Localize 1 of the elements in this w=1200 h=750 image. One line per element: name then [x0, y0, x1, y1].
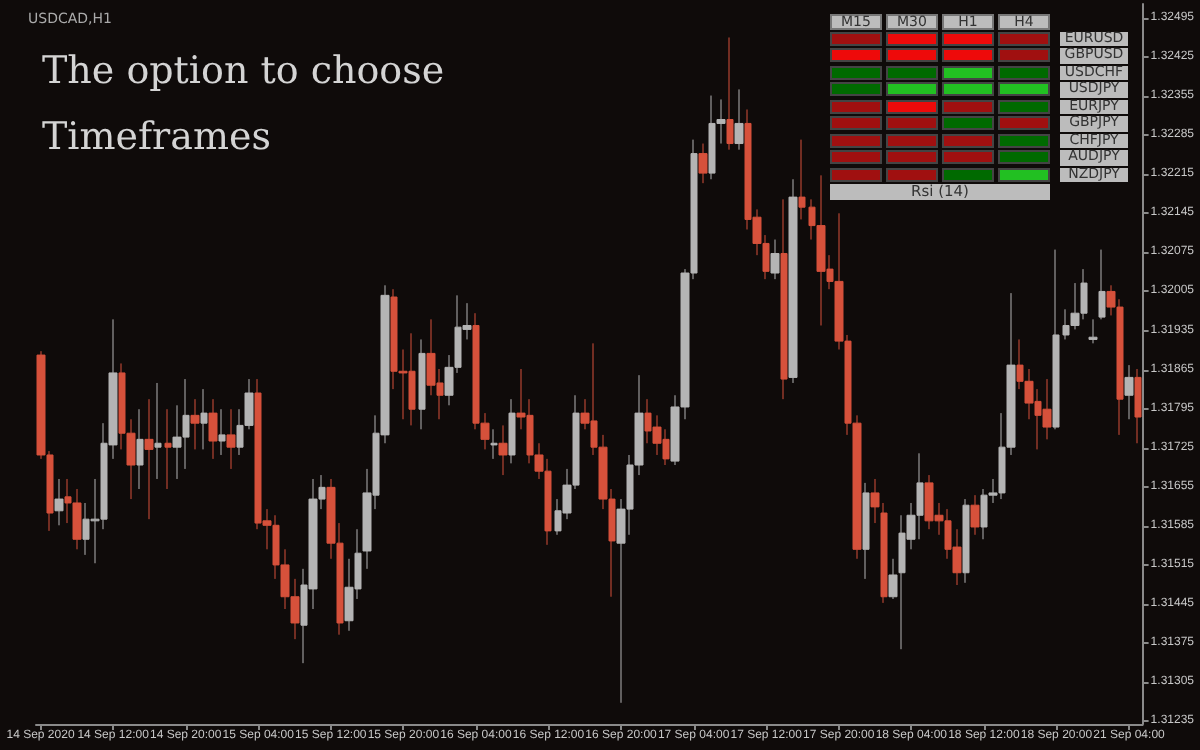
text: The option to choose Timeframes — [42, 49, 457, 159]
